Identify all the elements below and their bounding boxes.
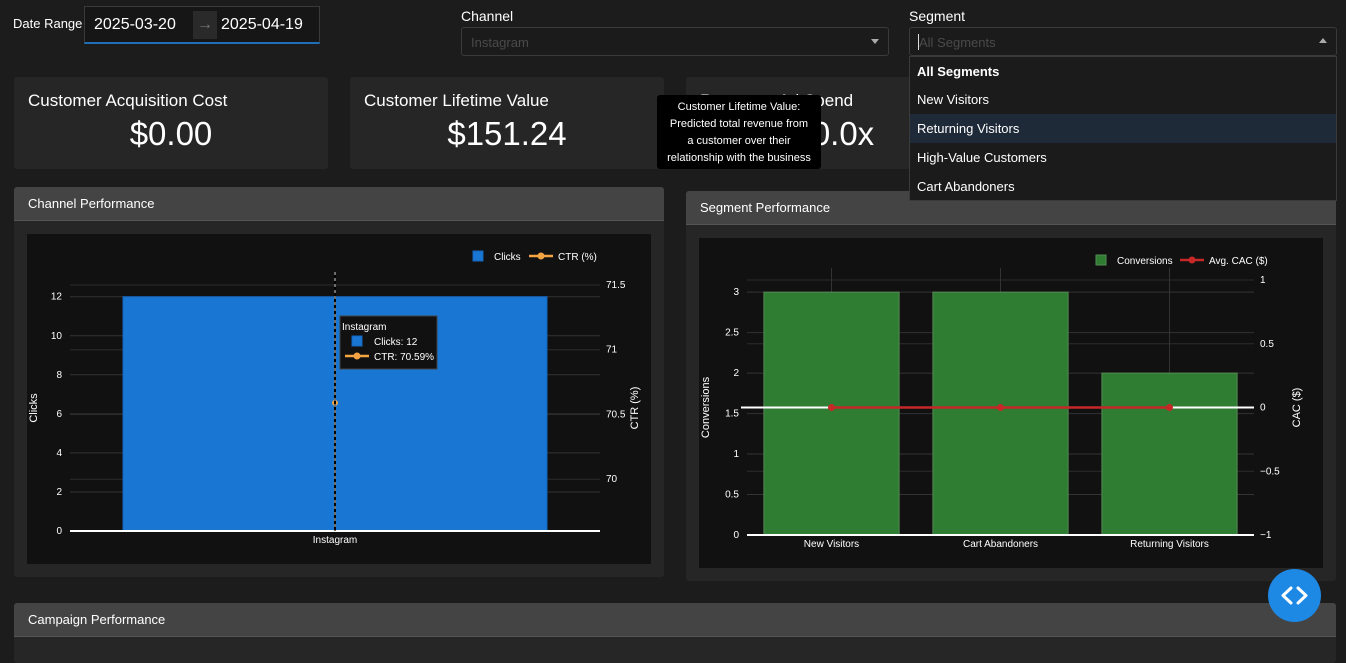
hover-label-line: CTR: 70.59% [374,352,434,363]
y2-tick-label: 0 [1260,403,1266,414]
dropdown-option-returning-visitors[interactable]: Returning Visitors [910,114,1336,143]
campaign-performance-panel: Campaign Performance [14,603,1336,663]
y2-tick-label: −0.5 [1260,466,1280,477]
end-date-input[interactable]: 2025-04-19 [221,16,303,33]
panel-header: Campaign Performance [14,603,1336,637]
tooltip-line: a customer over their [687,135,791,147]
panel-title: Segment Performance [700,200,831,215]
channel-chart[interactable]: 0 2 4 6 8 10 12 70 70.5 71 71.5 Instagram Clicks CTR … [27,234,651,564]
segment-select-placeholder: All Segments [919,35,996,50]
dropdown-option-high-value-customers[interactable]: High-Value Customers [917,150,1047,165]
y-tick-label: 3 [733,287,739,298]
channel-select-value: Instagram [471,35,529,50]
code-toggle-button[interactable] [1268,569,1321,622]
channel-select[interactable]: Instagram [461,27,889,56]
segment-select[interactable]: All Segments [909,27,1337,56]
channel-chart-svg[interactable]: 0 2 4 6 8 10 12 70 70.5 71 71.5 Instagram Clicks CTR … [27,234,651,564]
legend-line-label: CTR (%) [558,252,597,263]
y2-tick-label: 71 [606,345,618,356]
kpi-tooltip: Customer Lifetime Value: Predicted total… [657,95,821,169]
kpi-title: Customer Lifetime Value [364,91,549,110]
bar [763,291,900,536]
y-axis-title: Conversions [700,376,712,438]
y-tick-label: 4 [56,448,62,459]
tooltip-line: Predicted total revenue from [669,118,809,130]
hover-label-box [339,315,438,370]
segment-performance-panel: Segment Performance 0 0.5 1 1.5 2 2.5 3 −1 −0.5 0… [686,191,1336,581]
date-range-picker[interactable]: 2025-03-20 → 2025-04-19 [84,6,320,44]
kpi-title: Customer Acquisition Cost [28,91,228,110]
dropdown-option-all-segments[interactable]: All Segments [917,64,1000,79]
bar [932,291,1069,536]
series-point [997,404,1004,411]
chevron-down-icon [871,39,879,44]
legend-bar-swatch [1095,254,1107,266]
y-tick-label: 8 [56,370,62,381]
tooltip-line: Customer Lifetime Value: [677,101,801,113]
channel-performance-panel: Channel Performance 0 2 4 6 8 10 12 70 70.5 71 71.… [14,187,664,577]
hover-bar-swatch [351,335,363,347]
legend-line-marker [537,252,545,260]
panel-title: Campaign Performance [28,612,166,627]
legend-line-label: Avg. CAC ($) [1209,256,1268,267]
x-tick-label: New Visitors [804,539,859,550]
tooltip-line: relationship with the business [667,152,811,164]
segment-chart[interactable]: 0 0.5 1 1.5 2 2.5 3 −1 −0.5 0 0.5 1 New Visitors Cart… [699,238,1323,568]
x-tick-label: Cart Abandoners [963,539,1038,550]
panel-header: Channel Performance [14,187,664,221]
dropdown-option-cart-abandoners[interactable]: Cart Abandoners [917,179,1015,194]
chevron-up-icon [1319,38,1327,43]
start-date-input[interactable]: 2025-03-20 [94,16,176,33]
segment-label: Segment [909,8,966,24]
y2-axis-title: CTR (%) [629,387,641,430]
text-cursor [918,34,919,50]
y-tick-label: 6 [56,409,62,420]
y-tick-label: 2 [56,487,62,498]
kpi-card-cac: Customer Acquisition Cost $0.00 [14,77,328,169]
legend-bar-swatch [472,250,484,262]
y2-tick-label: 71.5 [606,280,626,291]
date-range-label: Date Range [13,16,83,31]
y-tick-label: 0 [733,530,739,541]
y-tick-label: 2.5 [725,328,739,339]
x-tick-label: Returning Visitors [1130,539,1209,550]
y-tick-label: 1.5 [725,409,739,420]
hover-line-marker [353,352,361,360]
y-tick-label: 10 [51,331,63,342]
kpi-value: 0.0x [811,115,875,152]
y2-tick-label: −1 [1260,530,1272,541]
kpi-value: $151.24 [447,115,567,152]
legend-bar-label: Clicks [494,252,521,263]
y-tick-label: 12 [51,292,63,303]
bar [1101,372,1238,536]
dropdown-option-new-visitors[interactable]: New Visitors [917,92,990,107]
y-tick-label: 0 [56,526,62,537]
y2-tick-label: 70 [606,474,618,485]
segment-chart-svg[interactable]: 0 0.5 1 1.5 2 2.5 3 −1 −0.5 0 0.5 1 New Visitors Cart… [699,238,1323,568]
arrow-right-icon: → [193,11,217,39]
y-tick-label: 0.5 [725,490,739,501]
y2-tick-label: 70.5 [606,409,626,420]
kpi-card-clv[interactable]: Customer Lifetime Value $151.24 [350,77,664,169]
panel-title: Channel Performance [28,196,155,211]
series-point [1166,404,1173,411]
y-axis-title: Clicks [28,393,40,423]
legend-line-marker [1188,256,1196,264]
legend-bar-label: Conversions [1117,256,1173,267]
kpi-value: $0.00 [129,115,213,152]
series-point [828,404,835,411]
code-brackets-icon [1281,586,1308,605]
y2-axis-title: CAC ($) [1291,388,1303,428]
y2-tick-label: 0.5 [1260,339,1274,350]
y-tick-label: 2 [733,368,739,379]
segment-dropdown-menu: All Segments New Visitors Returning Visi… [909,56,1337,201]
channel-label: Channel [461,8,514,24]
y-tick-label: 1 [733,449,739,460]
x-tick-label: Instagram [313,535,357,546]
hover-label-line: Clicks: 12 [374,337,418,348]
y2-tick-label: 1 [1260,275,1266,286]
hover-label-title: Instagram [342,322,386,333]
